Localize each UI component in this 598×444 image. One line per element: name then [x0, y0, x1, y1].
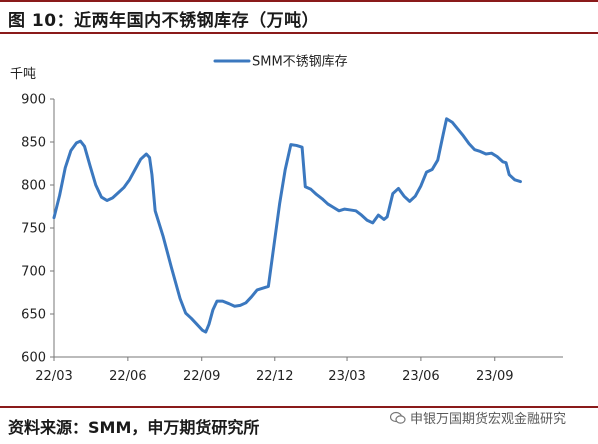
x-tick-label: 22/12: [256, 369, 293, 384]
y-tick-label: 700: [21, 265, 46, 280]
watermark-text: 申银万国期货宏观金融研究: [410, 412, 567, 427]
y-tick-label: 850: [21, 136, 46, 151]
source-rule: [0, 406, 598, 408]
title-rule: [0, 32, 598, 34]
wechat-icon: [390, 411, 406, 424]
x-tick-label: 22/09: [183, 369, 220, 384]
x-tick-label: 22/03: [35, 369, 72, 384]
x-tick-label: 23/06: [402, 369, 439, 384]
y-tick-label: 800: [21, 179, 46, 194]
y-tick-label: 650: [21, 308, 46, 323]
y-tick-label: 750: [21, 222, 46, 237]
y-tick-label: 900: [21, 93, 46, 108]
top-rule: [0, 0, 598, 2]
y-axis-unit-label: 千吨: [10, 67, 36, 82]
x-tick-label: 22/06: [109, 369, 146, 384]
x-tick-label: 23/09: [476, 369, 513, 384]
line-chart: 千吨 600 650 700 750 800 850 900 22/03 22/06 22/09 22…: [10, 54, 563, 384]
x-tick-label: 23/03: [328, 369, 365, 384]
y-tick-label: 600: [21, 351, 46, 366]
series-line: [52, 117, 522, 334]
legend-label: SMM不锈钢库存: [252, 54, 348, 70]
figure-title: 图 10：近两年国内不锈钢库存（万吨）: [8, 11, 320, 31]
source-note: 资料来源：SMM，申万期货研究所: [8, 418, 260, 437]
watermark: 申银万国期货宏观金融研究: [390, 408, 566, 427]
